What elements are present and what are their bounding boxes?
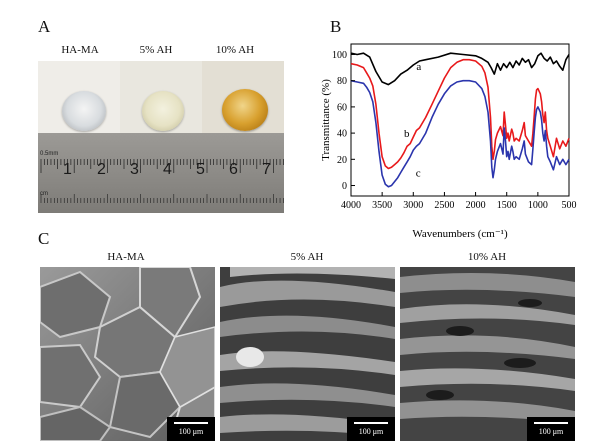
hydrogel-photo: 0.5mm cm 1 2 3 4 5 6 7: [38, 61, 284, 213]
scale-bar: 100 μm: [167, 417, 215, 441]
x-tick-label: 1000: [528, 200, 548, 211]
x-tick-label: 4000: [341, 200, 361, 211]
sem-image-5-ah: 100 μm: [220, 267, 395, 441]
y-tick-label: 0: [342, 181, 347, 192]
y-tick-label: 100: [332, 50, 347, 61]
chart-frame: [350, 43, 570, 197]
series-label-c: c: [416, 167, 421, 179]
sem-image-10-ah: 100 μm: [400, 267, 575, 441]
ruler-number-7: 7: [262, 161, 271, 178]
scale-bar: 100 μm: [347, 417, 395, 441]
sem-label-5-ah: 5% AH: [290, 251, 324, 263]
series-line-b: [350, 58, 570, 170]
series-line-a: [350, 52, 570, 86]
ruler-number-2: 2: [97, 161, 106, 178]
x-tick-label: 3500: [372, 200, 392, 211]
panel-letter-a: A: [38, 17, 51, 36]
sample-label-5-ah: 5% AH: [139, 44, 173, 56]
hydrogel-disc-ha-ma: [62, 91, 106, 131]
x-tick-label: 2500: [434, 200, 454, 211]
ruler-number-6: 6: [229, 161, 238, 178]
ruler-number-5: 5: [196, 161, 205, 178]
y-tick-label: 80: [337, 76, 347, 87]
hydrogel-disc-10-ah: [222, 89, 268, 131]
panel-letter-b: B: [330, 17, 342, 36]
sem-image-ha-ma: 100 μm: [40, 267, 215, 441]
scale-bar: 100 μm: [527, 417, 575, 441]
ruler-unit-text: cm: [40, 191, 48, 197]
series-label-b: b: [404, 128, 410, 140]
x-tick-label: 3000: [403, 200, 423, 211]
series-line-c: [350, 79, 570, 188]
series-label-a: a: [416, 61, 421, 73]
x-tick-label: 1500: [497, 200, 517, 211]
hydrogel-disc-5-ah: [142, 91, 184, 131]
y-axis-label: Transmittance (%): [320, 79, 332, 161]
x-axis-label: Wavenumbers (cm⁻¹): [412, 228, 508, 240]
ruler-small-text: 0.5mm: [40, 151, 59, 157]
sample-label-10-ah: 10% AH: [215, 44, 255, 56]
y-tick-label: 20: [337, 155, 347, 166]
sem-label-10-ah: 10% AH: [467, 251, 507, 263]
x-tick-label: 2000: [466, 200, 486, 211]
ruler: 0.5mm cm: [38, 133, 284, 213]
ruler-number-1: 1: [63, 161, 72, 178]
ruler-number-3: 3: [130, 161, 139, 178]
sample-label-ha-ma: HA-MA: [61, 44, 99, 56]
x-tick-label: 500: [562, 200, 577, 211]
panel-letter-c: C: [38, 229, 50, 248]
sem-label-ha-ma: HA-MA: [107, 251, 145, 263]
y-tick-label: 60: [337, 102, 347, 113]
y-tick-label: 40: [337, 129, 347, 140]
ruler-number-4: 4: [163, 161, 172, 178]
